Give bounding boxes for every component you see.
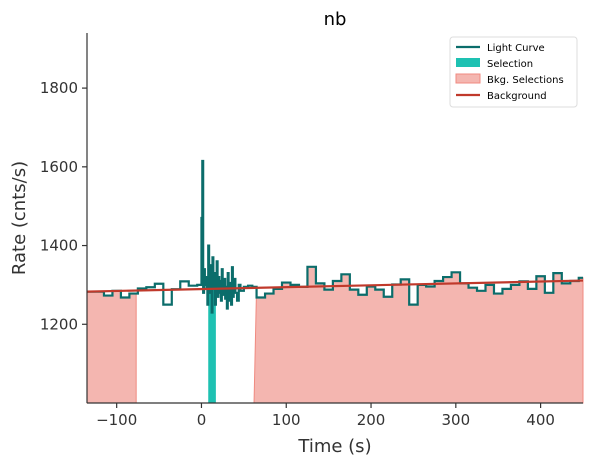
legend-box: [449, 36, 578, 108]
legend-label: Background: [487, 91, 547, 102]
axes: −100 0 100 200 300 400 1200 1400 1600 1800: [40, 33, 583, 429]
light-curve-line: [87, 159, 583, 314]
chart-title: nb: [324, 9, 347, 30]
background-layer: [86, 279, 584, 293]
bkg-selection-1: [86, 290, 137, 404]
legend: Light Curve Selection Bkg. Selections Backg…: [449, 36, 578, 108]
y-tick-label: 1600: [40, 158, 78, 176]
legend-label: Selection: [487, 59, 533, 70]
x-tick-label: 300: [442, 411, 471, 429]
background-line: [86, 279, 584, 293]
y-axis-label: Rate (cnts/s): [9, 161, 30, 275]
x-tick-label: 100: [272, 411, 301, 429]
source-selection: [208, 245, 216, 403]
legend-label: Bkg. Selections: [487, 75, 564, 86]
x-tick-label: 0: [197, 411, 207, 429]
y-tick-label: 1200: [40, 315, 78, 333]
x-tick-label: −100: [96, 411, 137, 429]
x-tick-label: 400: [526, 411, 555, 429]
legend-label: Light Curve: [487, 43, 545, 54]
x-axis-label: Time (s): [297, 436, 371, 457]
bkg-selections-layer: [86, 266, 584, 404]
legend-patch-swatch: [455, 73, 481, 84]
y-tick-label: 1800: [40, 79, 78, 97]
light-curve-layer: [87, 159, 583, 314]
x-tick-label: 200: [357, 411, 386, 429]
selection-layer: [208, 245, 216, 403]
legend-patch-swatch: [456, 58, 480, 67]
y-tick-label: 1400: [40, 237, 78, 255]
